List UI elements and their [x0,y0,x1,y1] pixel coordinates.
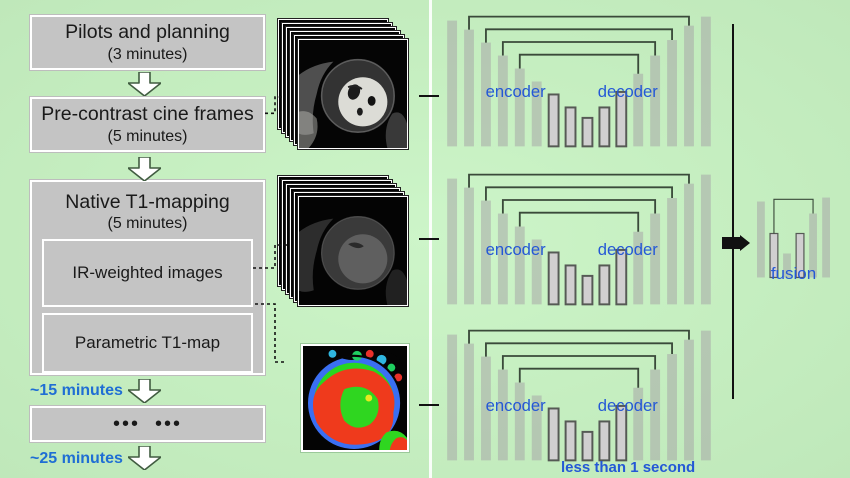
svg-text:encoder: encoder [486,240,547,259]
svg-text:encoder: encoder [486,82,547,101]
svg-text:decoder: decoder [598,82,659,101]
svg-text:decoder: decoder [598,396,659,415]
svg-text:decoder: decoder [598,240,659,259]
svg-text:encoder: encoder [486,396,547,415]
